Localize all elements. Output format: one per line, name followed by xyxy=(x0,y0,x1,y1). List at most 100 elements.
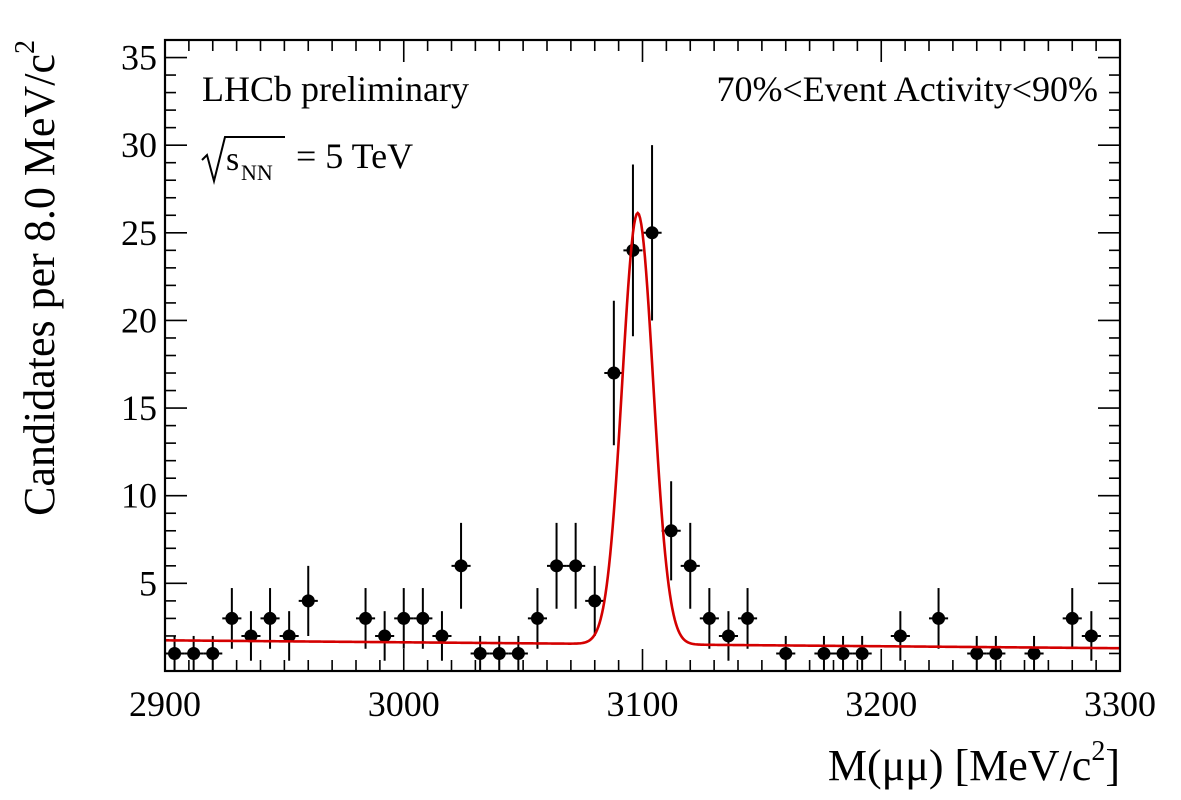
data-point xyxy=(718,611,738,661)
data-points xyxy=(165,145,1101,671)
data-point xyxy=(776,635,796,671)
y-tick-label: 35 xyxy=(121,38,157,78)
data-point xyxy=(661,481,681,581)
marker xyxy=(397,611,411,625)
marker xyxy=(1027,646,1041,660)
data-point xyxy=(604,300,624,446)
energy-value: = 5 TeV xyxy=(296,136,413,176)
marker xyxy=(359,611,373,625)
marker xyxy=(1065,611,1079,625)
marker xyxy=(168,646,182,660)
marker xyxy=(454,559,468,573)
marker xyxy=(263,611,277,625)
marker xyxy=(645,226,659,240)
marker xyxy=(855,646,869,660)
x-tick-label: 3300 xyxy=(1084,684,1156,724)
x-tick-label: 3100 xyxy=(607,684,679,724)
data-point xyxy=(680,522,700,609)
marker xyxy=(511,646,525,660)
marker xyxy=(301,594,315,608)
marker xyxy=(416,611,430,625)
y-tick-label: 10 xyxy=(121,476,157,516)
marker xyxy=(206,646,220,660)
data-point xyxy=(566,522,586,609)
data-point xyxy=(222,588,242,649)
data-point xyxy=(413,588,433,649)
data-point xyxy=(394,588,414,649)
marker xyxy=(492,646,506,660)
data-point xyxy=(852,635,872,671)
marker xyxy=(721,629,735,643)
marker xyxy=(817,646,831,660)
marker xyxy=(187,646,201,660)
data-point xyxy=(1024,635,1044,671)
marker xyxy=(893,629,907,643)
experiment-label: LHCb preliminary xyxy=(202,69,469,109)
marker xyxy=(970,646,984,660)
data-point xyxy=(298,565,318,636)
marker xyxy=(1084,629,1098,643)
fit-curve xyxy=(164,211,1121,650)
data-point xyxy=(1062,588,1082,649)
y-tick-label: 25 xyxy=(121,213,157,253)
marker xyxy=(225,611,239,625)
marker xyxy=(836,646,850,660)
marker xyxy=(683,559,697,573)
marker xyxy=(702,611,716,625)
data-point xyxy=(470,635,490,671)
data-point xyxy=(585,565,605,636)
data-point xyxy=(260,588,280,649)
marker xyxy=(664,524,678,538)
x-tick-label: 3000 xyxy=(368,684,440,724)
data-point xyxy=(814,635,834,671)
sqrt-symbol xyxy=(201,136,285,185)
data-point xyxy=(279,611,299,661)
data-point xyxy=(699,588,719,649)
data-point xyxy=(375,611,395,661)
marker xyxy=(569,559,583,573)
y-tick-label: 5 xyxy=(139,563,157,603)
data-point xyxy=(986,635,1006,671)
marker xyxy=(588,594,602,608)
data-point xyxy=(738,588,758,649)
marker xyxy=(550,559,564,573)
marker xyxy=(932,611,946,625)
data-point xyxy=(1081,611,1101,661)
marker xyxy=(626,243,640,257)
y-tick-label: 20 xyxy=(121,300,157,340)
marker xyxy=(282,629,296,643)
svg-text:s: s xyxy=(226,141,239,178)
marker xyxy=(741,611,755,625)
data-point xyxy=(165,635,185,671)
marker xyxy=(244,629,258,643)
y-axis-label: Candidates per 8.0 MeV/c2 xyxy=(10,40,64,516)
x-axis-label: M(μμ) [MeV/c2] xyxy=(828,736,1120,790)
marker xyxy=(779,646,793,660)
data-point xyxy=(489,635,509,671)
data-point xyxy=(890,611,910,661)
marker xyxy=(989,646,1003,660)
marker xyxy=(435,629,449,643)
data-point xyxy=(508,635,528,671)
x-tick-label: 3200 xyxy=(845,684,917,724)
plot-frame xyxy=(163,38,1122,673)
marker xyxy=(607,366,621,380)
y-tick-label: 30 xyxy=(121,125,157,165)
y-tick-label: 15 xyxy=(121,388,157,428)
data-point xyxy=(929,588,949,649)
data-point xyxy=(833,635,853,671)
data-point xyxy=(241,611,261,661)
data-point xyxy=(527,588,547,649)
data-point xyxy=(432,611,452,661)
data-point xyxy=(203,635,223,671)
y-axis-ticks: 5 10 15 20 25 30 35 xyxy=(121,38,1120,655)
x-tick-label: 2900 xyxy=(129,684,201,724)
data-point xyxy=(451,522,471,609)
data-point xyxy=(967,635,987,671)
marker xyxy=(378,629,392,643)
event-activity-label: 70%<Event Activity<90% xyxy=(716,69,1098,109)
energy-label: s NN = 5 TeV xyxy=(201,136,413,185)
energy-subscript: NN xyxy=(241,160,273,185)
data-point xyxy=(356,588,376,649)
